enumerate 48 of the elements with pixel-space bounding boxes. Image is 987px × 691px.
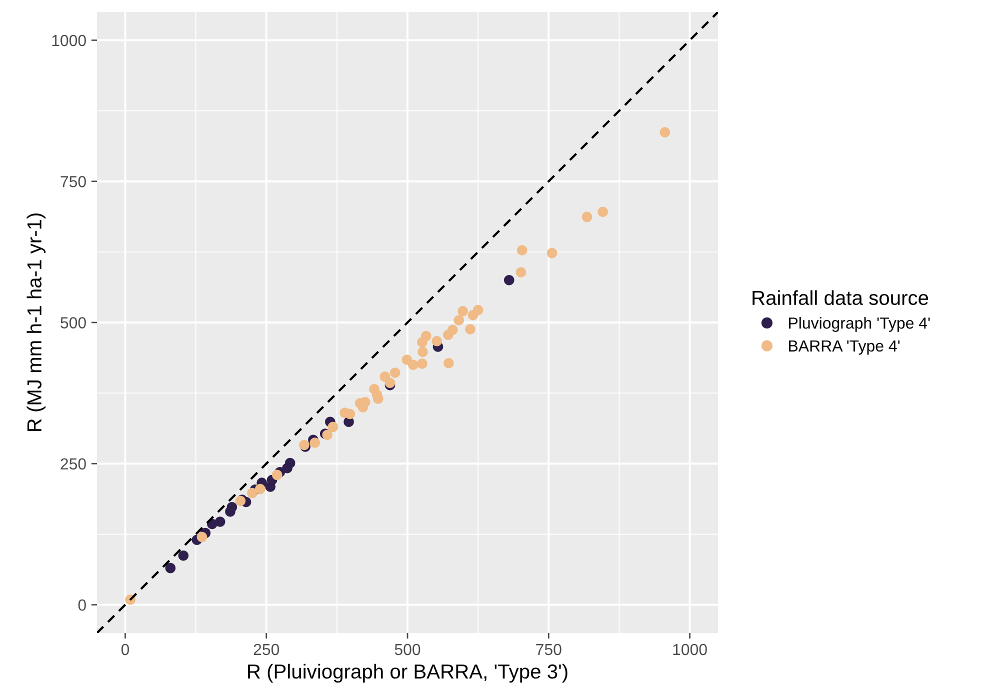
point [582, 212, 592, 222]
x-tick-label: 500 [394, 644, 420, 656]
x-tick-label: 1000 [673, 644, 707, 656]
point [390, 368, 400, 378]
x-tick-label: 250 [254, 644, 280, 656]
point [465, 324, 476, 334]
x-tick-label: 750 [536, 644, 562, 656]
point [178, 550, 189, 561]
point [448, 324, 458, 335]
point [310, 438, 320, 448]
point [384, 378, 396, 388]
y-tick-label: 1000 [52, 34, 86, 46]
point [328, 422, 338, 432]
point [418, 346, 428, 358]
point [408, 360, 418, 370]
y-tick-label: 750 [60, 176, 86, 188]
point [504, 275, 514, 286]
y-tick-label: 500 [60, 317, 86, 328]
point [165, 562, 176, 574]
point [226, 502, 238, 512]
point [284, 458, 296, 468]
point [598, 206, 608, 217]
point [255, 484, 266, 494]
point [660, 127, 670, 138]
point [344, 408, 356, 420]
point [454, 315, 464, 326]
point [322, 430, 332, 440]
x-axis-title: R (Pluiviograph or BARRA, 'Type 3') [248, 664, 568, 683]
point [472, 304, 484, 316]
point [516, 267, 526, 278]
y-tick-label: 250 [60, 458, 86, 470]
y-tick-label: 0 [78, 599, 86, 611]
x-tick-label: 0 [121, 644, 130, 656]
point [420, 330, 432, 342]
legend-label: BARRA 'Type 4' [789, 340, 900, 355]
point [516, 245, 528, 256]
point [546, 248, 558, 258]
point [247, 488, 258, 498]
point [214, 516, 226, 527]
legend-label: Pluviograph 'Type 4' [789, 317, 930, 332]
point [417, 358, 428, 369]
point [196, 532, 208, 542]
legend-title: Rainfall data source [752, 290, 928, 306]
point [444, 358, 454, 368]
point [458, 306, 468, 316]
point [272, 470, 282, 480]
point [432, 336, 442, 346]
y-axis-title: R (MJ mm h-1 ha-1 yr-1) [26, 214, 46, 432]
